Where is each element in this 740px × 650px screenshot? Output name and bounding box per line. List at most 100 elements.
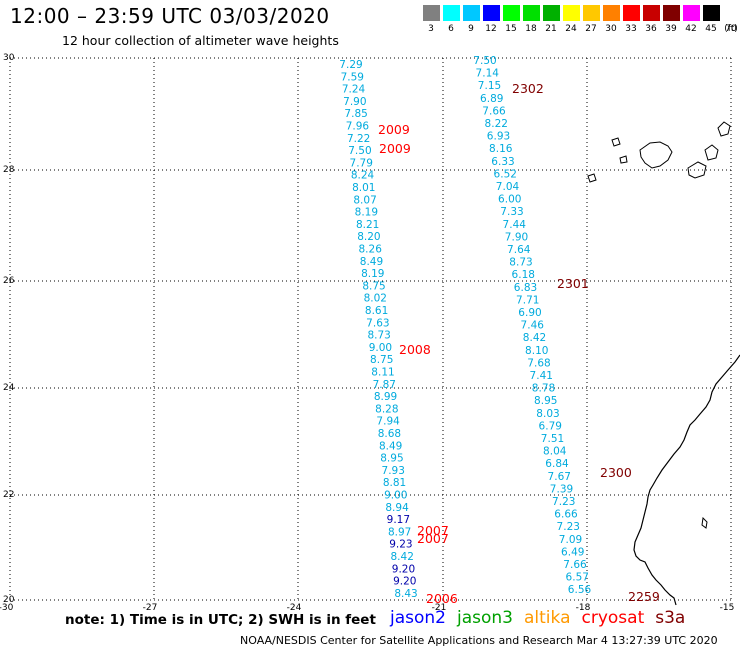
legend-swatch [523, 5, 540, 21]
pass-time-label: 2007 [417, 523, 449, 538]
legend-unit: (ft) [724, 24, 738, 34]
legend-tick-label: 45 [705, 24, 717, 34]
wave-height-value: 8.03 [536, 408, 559, 420]
wave-height-value: 7.85 [344, 108, 367, 120]
lon-tick-label: -30 [0, 603, 14, 613]
wave-height-value: 8.07 [353, 194, 376, 206]
legend-tick-label: 18 [525, 24, 537, 34]
lat-tick-label: 22 [3, 490, 14, 500]
wave-height-value: 6.89 [480, 93, 503, 105]
lat-tick-label: 30 [3, 53, 15, 63]
legend-swatch [503, 5, 520, 21]
legend-swatch [683, 5, 700, 21]
wave-height-value: 8.19 [355, 207, 378, 219]
wave-height-value: 8.95 [534, 395, 557, 407]
lon-tick-label: -24 [287, 603, 302, 613]
legend-swatch [563, 5, 580, 21]
legend-tick-label: 70 [725, 24, 737, 34]
pass-time-label: 2301 [557, 276, 589, 291]
track-b-values: 7.507.147.156.897.668.226.938.166.336.52… [473, 55, 591, 596]
wave-height-value: 8.95 [380, 453, 403, 465]
wave-height-value: 7.94 [376, 416, 400, 428]
wave-height-value: 7.67 [548, 471, 571, 483]
page-subtitle: 12 hour collection of altimeter wave hei… [62, 33, 339, 48]
wave-height-value: 7.93 [382, 465, 405, 477]
wave-height-value: 8.43 [394, 588, 417, 600]
lat-tick-label: 24 [3, 383, 15, 393]
wave-height-value: 6.83 [514, 282, 537, 294]
wave-height-value: 7.63 [366, 317, 389, 329]
legend-swatch [583, 5, 600, 21]
track-a-values: 7.297.597.247.907.857.967.227.507.798.24… [339, 59, 417, 600]
lon-tick-label: -15 [720, 603, 735, 613]
legend-swatch [543, 5, 560, 21]
legend-tick-label: 27 [585, 24, 597, 34]
legend-swatch [643, 5, 660, 21]
wave-height-value: 9.20 [392, 563, 415, 575]
wave-height-value: 9.20 [393, 576, 416, 588]
wave-height-value: 7.64 [507, 244, 531, 256]
pass-time-label: 2009 [378, 122, 410, 137]
footer-note: note: 1) Time is in UTC; 2) SWH is in fe… [65, 612, 376, 628]
axis-labels: -30 -27 -24 -21 -18 -15 30 28 26 24 22 20 [0, 53, 734, 613]
wave-height-value: 6.52 [494, 168, 517, 180]
wave-height-value: 8.61 [365, 305, 388, 317]
wave-height-value: 6.18 [512, 269, 535, 281]
legend-tick-label: 24 [565, 24, 577, 34]
legend-tick-label: 3 [428, 24, 434, 34]
wave-height-value: 8.42 [391, 551, 414, 563]
wave-height-value: 8.19 [361, 268, 384, 280]
wave-height-value: 9.00 [384, 490, 407, 502]
wave-height-value: 7.90 [505, 231, 528, 243]
wave-height-value: 8.75 [362, 280, 385, 292]
satellite-label: jason3 [457, 608, 513, 628]
legend-tick-label: 33 [625, 24, 637, 34]
wave-height-value: 7.09 [559, 534, 582, 546]
wave-height-value: 7.96 [346, 121, 370, 133]
wave-height-value: 6.00 [498, 194, 521, 206]
wave-height-value: 8.26 [359, 244, 383, 256]
lat-lon-grid [9, 57, 732, 601]
wave-height-value: 7.66 [563, 559, 587, 571]
legend-tick-label: 30 [605, 24, 617, 34]
wave-height-value: 8.28 [375, 403, 398, 415]
wave-height-value: 7.23 [552, 496, 575, 508]
pass-time-label: 2302 [512, 81, 544, 96]
wave-height-value: 7.24 [342, 84, 366, 96]
wave-height-value: 6.93 [487, 131, 510, 143]
wave-height-value: 6.79 [539, 420, 562, 432]
wave-height-value: 8.11 [371, 367, 394, 379]
wave-height-value: 8.81 [383, 477, 406, 489]
wave-height-value: 7.39 [550, 483, 573, 495]
wave-height-value: 6.33 [491, 156, 514, 168]
satellite-label: cryosat [581, 608, 645, 628]
wave-height-value: 7.79 [350, 157, 373, 169]
wave-height-value: 8.78 [532, 383, 555, 395]
wave-height-value: 8.24 [351, 170, 375, 182]
wave-height-value: 7.66 [482, 105, 506, 117]
wave-height-value: 6.57 [566, 572, 589, 584]
wave-height-value: 8.10 [525, 345, 548, 357]
wave-height-value: 7.71 [516, 294, 539, 306]
wave-height-value: 7.51 [541, 433, 564, 445]
wave-height-value: 7.14 [476, 68, 500, 80]
lon-tick-label: -18 [576, 603, 591, 613]
satellite-label: altika [524, 608, 571, 628]
wave-height-value: 7.33 [500, 206, 523, 218]
lat-tick-label: 28 [3, 165, 15, 175]
wave-height-value: 9.00 [369, 342, 392, 354]
wave-height-value: 8.49 [379, 440, 402, 452]
wave-height-value: 8.73 [509, 257, 532, 269]
wave-height-value: 6.56 [568, 584, 592, 596]
legend-tick-label: 39 [665, 24, 677, 34]
legend-tick-label: 6 [448, 24, 454, 34]
lat-tick-label: 26 [3, 276, 15, 286]
legend-tick-label: 12 [485, 24, 497, 34]
legend-swatch [623, 5, 640, 21]
legend-swatch [423, 5, 440, 21]
wave-height-value: 7.59 [341, 71, 364, 83]
legend-swatch [703, 5, 720, 21]
satellite-label: s3a [655, 608, 686, 628]
wave-height-value: 8.99 [374, 391, 397, 403]
